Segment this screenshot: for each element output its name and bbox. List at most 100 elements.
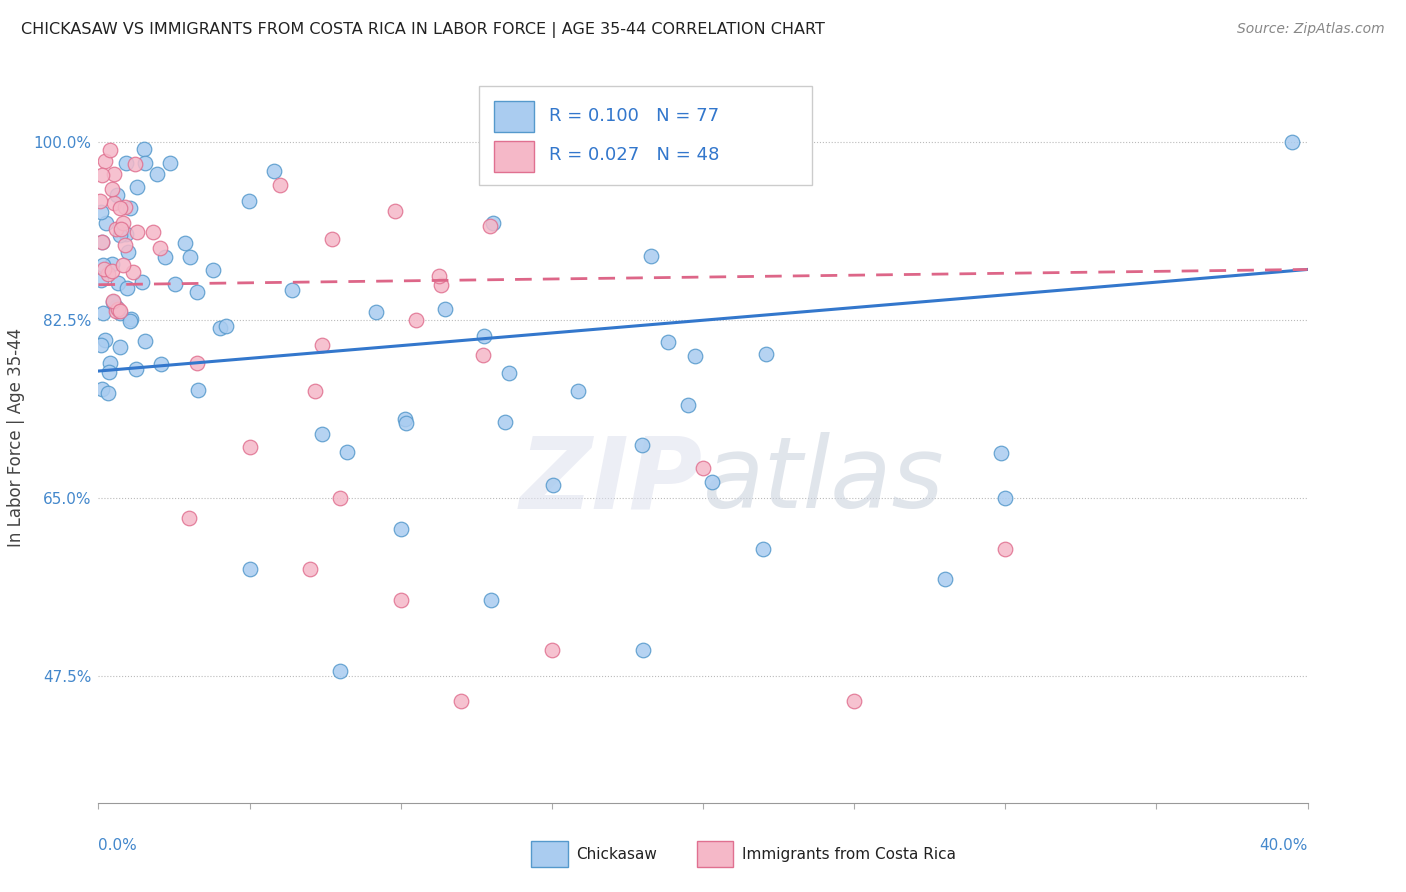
- Point: [111, 216, 134, 230]
- Point: [187, 384, 209, 398]
- Point: [107, 302, 129, 317]
- Point: [97, 267, 120, 281]
- Point: [186, 285, 208, 300]
- Point: [179, 511, 201, 525]
- Point: [389, 521, 412, 535]
- Point: [173, 236, 195, 251]
- Point: [481, 592, 503, 607]
- Point: [990, 446, 1012, 460]
- Point: [98, 143, 121, 157]
- Point: [149, 357, 172, 371]
- Point: [450, 694, 472, 708]
- Point: [179, 250, 201, 264]
- Point: [110, 304, 132, 318]
- Point: [134, 156, 156, 170]
- Point: [685, 349, 707, 363]
- Text: Chickasaw: Chickasaw: [576, 847, 657, 862]
- Point: [394, 412, 416, 426]
- Point: [108, 227, 131, 242]
- Point: [427, 269, 450, 284]
- Point: [482, 216, 505, 230]
- Point: [311, 338, 333, 352]
- Text: CHICKASAW VS IMMIGRANTS FROM COSTA RICA IN LABOR FORCE | AGE 35-44 CORRELATION C: CHICKASAW VS IMMIGRANTS FROM COSTA RICA …: [21, 22, 825, 38]
- Point: [105, 304, 128, 318]
- Point: [101, 182, 124, 196]
- Point: [934, 572, 956, 586]
- Point: [105, 188, 128, 202]
- Point: [239, 440, 262, 454]
- Point: [329, 664, 352, 678]
- Point: [498, 366, 520, 380]
- Point: [93, 261, 115, 276]
- Point: [132, 142, 155, 156]
- Point: [91, 235, 114, 249]
- Text: 40.0%: 40.0%: [1260, 838, 1308, 854]
- Point: [640, 249, 662, 263]
- Point: [101, 295, 124, 310]
- FancyBboxPatch shape: [697, 841, 734, 867]
- Point: [93, 305, 115, 319]
- Point: [159, 156, 181, 170]
- Point: [755, 347, 778, 361]
- Point: [329, 491, 352, 505]
- Point: [98, 356, 121, 370]
- Point: [630, 438, 652, 452]
- Point: [676, 398, 699, 412]
- Point: [142, 225, 165, 239]
- Point: [1281, 136, 1303, 150]
- Point: [104, 300, 127, 314]
- FancyBboxPatch shape: [531, 841, 568, 867]
- Point: [110, 201, 132, 215]
- Point: [101, 264, 124, 278]
- Point: [90, 382, 112, 396]
- Point: [90, 273, 112, 287]
- Point: [567, 384, 589, 398]
- Point: [114, 227, 136, 241]
- Point: [107, 276, 129, 290]
- Point: [114, 238, 136, 252]
- Point: [110, 222, 132, 236]
- Point: [994, 491, 1017, 505]
- Point: [384, 203, 406, 218]
- Point: [994, 541, 1017, 556]
- Point: [263, 164, 285, 178]
- Point: [146, 167, 169, 181]
- Point: [434, 302, 457, 317]
- Point: [91, 235, 114, 249]
- Point: [101, 294, 124, 309]
- Point: [299, 562, 322, 576]
- Point: [125, 362, 148, 376]
- Point: [281, 283, 304, 297]
- Point: [110, 340, 132, 354]
- Point: [752, 541, 775, 556]
- Point: [540, 643, 562, 657]
- Text: 0.0%: 0.0%: [98, 838, 138, 854]
- Point: [311, 426, 333, 441]
- Text: atlas: atlas: [703, 433, 945, 530]
- Point: [94, 334, 117, 348]
- Y-axis label: In Labor Force | Age 35-44: In Labor Force | Age 35-44: [7, 327, 25, 547]
- Point: [110, 306, 132, 320]
- Point: [215, 318, 238, 333]
- Point: [93, 153, 115, 168]
- Point: [103, 195, 125, 210]
- Point: [124, 157, 146, 171]
- Text: R = 0.027   N = 48: R = 0.027 N = 48: [550, 146, 720, 164]
- Point: [149, 241, 172, 255]
- Point: [430, 278, 453, 293]
- Text: ZIP: ZIP: [520, 433, 703, 530]
- Point: [700, 475, 723, 490]
- Point: [120, 312, 142, 326]
- Point: [186, 356, 208, 370]
- Point: [131, 275, 153, 289]
- Point: [134, 334, 156, 348]
- Point: [89, 194, 111, 208]
- Point: [118, 201, 141, 215]
- Text: Immigrants from Costa Rica: Immigrants from Costa Rica: [742, 847, 956, 862]
- Point: [101, 257, 124, 271]
- Point: [103, 167, 125, 181]
- FancyBboxPatch shape: [494, 141, 534, 171]
- Point: [478, 219, 501, 234]
- Point: [122, 265, 145, 279]
- Point: [115, 281, 138, 295]
